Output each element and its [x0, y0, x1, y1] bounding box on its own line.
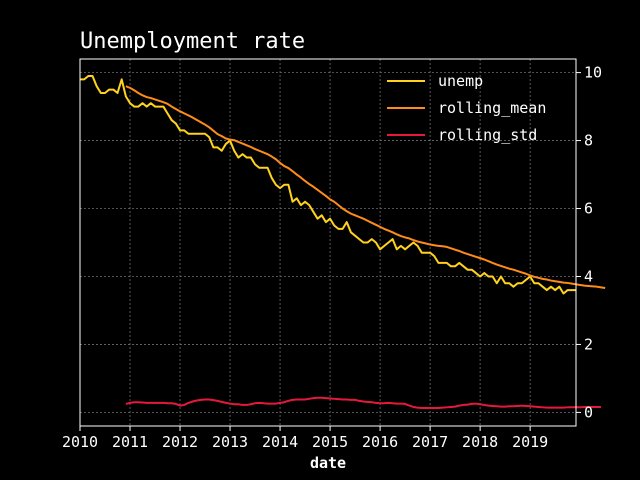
legend: unemp rolling_mean rolling_std [387, 72, 546, 144]
y-tick-label: 8 [584, 132, 593, 150]
series-layer [80, 74, 606, 409]
y-tick-label: 4 [584, 267, 593, 285]
x-tick-label: 2018 [462, 433, 498, 451]
x-tick-label: 2014 [262, 433, 298, 451]
x-axis: 2010 2011 2012 2013 2014 2015 2016 2017 2018 2019 [62, 426, 548, 451]
x-axis-label: date [310, 454, 346, 472]
legend-label-rolling-mean: rolling_mean [438, 99, 546, 117]
y-tick-label: 10 [584, 64, 602, 82]
x-tick-label: 2010 [62, 433, 98, 451]
series-line-rolling-std [125, 396, 601, 409]
y-tick-label: 2 [584, 335, 593, 353]
x-tick-label: 2012 [162, 433, 198, 451]
series-line-unemp [80, 74, 576, 295]
x-tick-label: 2019 [512, 433, 548, 451]
y-axis: 0 2 4 6 8 10 [576, 64, 602, 421]
plot-frame [79, 58, 577, 427]
x-tick-label: 2017 [412, 433, 448, 451]
y-tick-label: 6 [584, 200, 593, 218]
x-tick-label: 2011 [112, 433, 148, 451]
x-tick-label: 2016 [362, 433, 398, 451]
x-tick-label: 2015 [312, 433, 348, 451]
legend-label-rolling-std: rolling_std [438, 126, 537, 144]
chart-title: Unemployment rate [80, 29, 305, 54]
series-line-rolling-mean [125, 85, 606, 290]
y-tick-label: 0 [584, 403, 593, 421]
legend-label-unemp: unemp [438, 72, 483, 90]
x-tick-label: 2013 [212, 433, 248, 451]
